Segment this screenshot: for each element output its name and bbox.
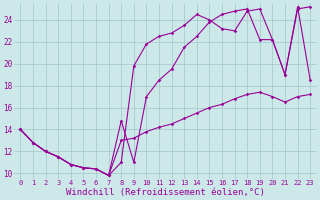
X-axis label: Windchill (Refroidissement éolien,°C): Windchill (Refroidissement éolien,°C) xyxy=(66,188,265,197)
